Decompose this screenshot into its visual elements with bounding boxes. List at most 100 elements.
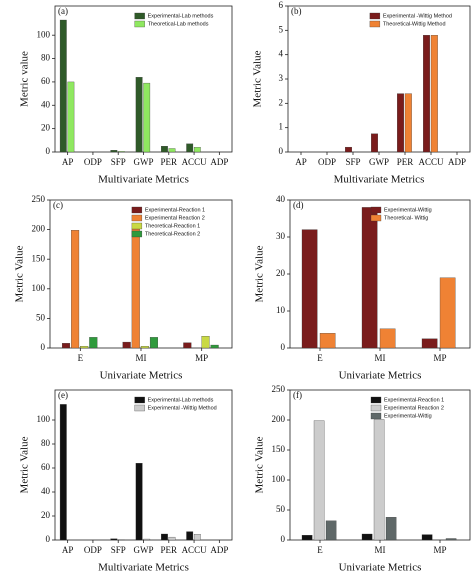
y-tick-label: 40 (41, 486, 51, 496)
legend-swatch (134, 20, 145, 28)
bar (313, 420, 325, 541)
bar (140, 346, 149, 349)
y-tick-label: 200 (32, 224, 46, 234)
plot-frame (287, 5, 471, 153)
y-axis-label: Metric Value (254, 245, 266, 302)
legend-swatch (369, 20, 381, 28)
legend-label: Experimental Reaction 2 (145, 215, 205, 221)
x-tick-label: PER (397, 157, 414, 167)
bar (161, 533, 168, 541)
legend-swatch (131, 206, 143, 214)
x-tick-label: MP (195, 353, 208, 363)
y-tick-label: 4 (279, 49, 284, 59)
bar (61, 343, 71, 349)
x-tick-label: ADP (210, 157, 228, 167)
bar (404, 93, 412, 153)
x-tick-label: ACCU (418, 157, 444, 167)
bar (325, 520, 337, 541)
legend-label: Experimental-Lab methods (148, 397, 214, 403)
legend-label: Theoretical-Lab methods (148, 21, 209, 27)
x-tick-label: MP (433, 353, 446, 363)
bar (110, 150, 118, 153)
y-tick-label: 20 (41, 510, 51, 520)
bar (59, 19, 67, 153)
bar (439, 277, 456, 349)
x-tick-label: SFP (111, 545, 126, 555)
y-tick-label: 0 (281, 534, 286, 544)
y-tick-label: 3 (279, 73, 284, 83)
bar (421, 534, 433, 541)
x-tick-label: SFP (111, 157, 126, 167)
y-tick-label: 100 (272, 474, 286, 484)
x-tick-label: AP (62, 157, 74, 167)
x-tick-label: ADP (448, 157, 466, 167)
legend-label: Theoretical-Reaction 1 (145, 223, 200, 229)
y-tick-label: 60 (41, 462, 51, 472)
x-tick-label: E (78, 353, 84, 363)
y-tick-label: 0 (279, 146, 284, 156)
y-tick-label: 5 (279, 24, 284, 34)
y-tick-label: 30 (276, 231, 286, 241)
bar (89, 337, 98, 349)
legend-swatch (370, 206, 382, 214)
x-tick-label: SFP (345, 157, 360, 167)
y-tick-label: 200 (272, 414, 286, 424)
y-tick-label: 60 (41, 76, 51, 86)
y-tick-label: 0 (46, 534, 51, 544)
bar (193, 147, 201, 153)
legend-label: Experimental-Lab methods (148, 13, 214, 19)
bar (397, 93, 404, 153)
y-tick-label: 0 (281, 342, 286, 352)
y-tick-label: 20 (41, 123, 51, 133)
x-tick-label: PER (161, 545, 178, 555)
panel-label: (b) (291, 6, 302, 16)
bar (67, 81, 75, 153)
x-tick-label: E (317, 545, 323, 555)
y-tick-label: 50 (36, 312, 46, 322)
legend-swatch (134, 404, 145, 412)
y-axis-label: Metric Value (14, 245, 26, 302)
x-tick-label: MI (375, 353, 386, 363)
bar (345, 146, 352, 153)
bar (135, 77, 143, 153)
x-tick-label: ODP (84, 545, 102, 555)
legend-label: Experimental -Wittig Method (148, 405, 217, 411)
bar (301, 229, 318, 349)
bar (371, 133, 378, 153)
bar (361, 207, 378, 349)
plot-frame (54, 389, 233, 541)
y-axis-label: Metric value (19, 51, 31, 107)
y-axis-label: Metric Value (252, 50, 264, 107)
x-tick-label: GWP (134, 545, 154, 555)
bar (143, 538, 151, 541)
bar (445, 538, 457, 541)
legend-swatch (131, 222, 143, 230)
legend-label: Experimental-Reaction 1 (145, 207, 205, 213)
bar (168, 536, 176, 541)
y-tick-label: 0 (46, 146, 51, 156)
y-tick-label: 0 (41, 342, 46, 352)
legend-swatch (131, 214, 143, 222)
y-tick-label: 6 (279, 0, 284, 10)
x-axis-label: Univariate Metrics (339, 370, 422, 382)
x-tick-label: AP (62, 545, 74, 555)
bar (385, 517, 397, 541)
bar (430, 35, 438, 153)
x-tick-label: ACCU (182, 157, 208, 167)
legend-swatch (370, 412, 382, 420)
legend-swatch (370, 396, 382, 404)
bar (71, 230, 80, 349)
x-axis-label: Multivariate Metrics (334, 174, 425, 186)
y-tick-label: 2 (279, 97, 284, 107)
x-tick-label: PER (161, 157, 178, 167)
legend-label: Experimental-Wittig (384, 207, 432, 213)
bar (80, 346, 89, 349)
x-axis-label: Multivariate Metrics (98, 174, 189, 186)
legend-label: Experimental Reaction 2 (384, 405, 444, 411)
legend-label: Theoretical-Wittig Method (383, 21, 446, 27)
y-axis-label: Metric Value (254, 436, 266, 493)
panel-label: (e) (58, 390, 68, 400)
x-tick-label: MI (375, 545, 386, 555)
legend-swatch (131, 230, 143, 238)
